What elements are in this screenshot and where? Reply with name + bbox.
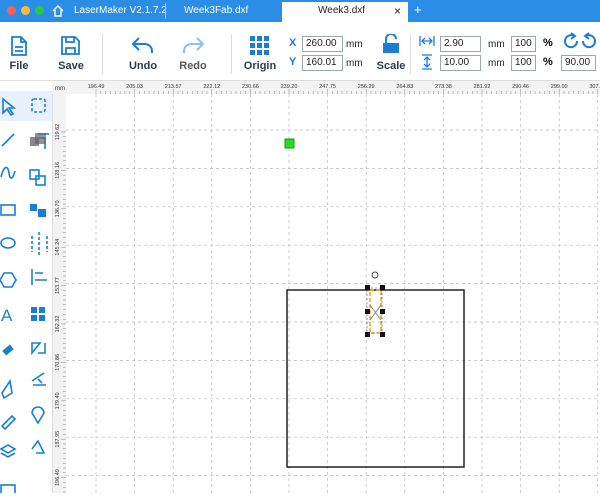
ruler-label: 162.32 — [55, 316, 61, 333]
ruler-label: 145.24 — [55, 239, 61, 256]
height-percent-input[interactable]: 100 — [511, 55, 536, 71]
ruler-label: 205.03 — [126, 84, 143, 90]
tool-panel: A — [0, 81, 53, 498]
title-bar: LaserMaker V2.1.7.2 Week3Fab.dxf Week3.d… — [0, 0, 600, 22]
square-shape[interactable] — [286, 289, 465, 468]
ruler-label: 299.00 — [551, 84, 568, 90]
undo-icon[interactable] — [131, 36, 155, 54]
save-icon[interactable] — [61, 36, 80, 55]
ruler-label: 239.20 — [281, 84, 298, 90]
redo-icon[interactable] — [181, 36, 205, 54]
rotation-input[interactable]: 90.00 — [561, 55, 596, 71]
ruler-label: 179.40 — [55, 392, 61, 409]
ruler-label: 222.12 — [203, 84, 220, 90]
ruler-label: 230.66 — [242, 84, 259, 90]
height-input[interactable]: 10.00 — [440, 55, 481, 71]
new-tab[interactable]: + — [414, 2, 422, 17]
undo-button[interactable]: Undo — [128, 60, 158, 72]
unit: mm — [488, 39, 505, 50]
file-icon[interactable] — [10, 36, 28, 56]
redo-button[interactable]: Redo — [179, 60, 207, 72]
unit: mm — [346, 39, 363, 50]
ruler-label: 187.95 — [55, 431, 61, 448]
tool-icons: A — [0, 91, 52, 498]
ruler-label: 119.62 — [55, 124, 61, 140]
width-input[interactable]: 2.90 — [440, 36, 481, 52]
tab-close[interactable]: × — [394, 4, 402, 18]
width-icon — [419, 36, 435, 46]
ruler-label: 256.29 — [358, 84, 375, 90]
x-input[interactable]: 260.00 — [302, 36, 343, 52]
tab-label: Week3.dxf — [318, 5, 366, 16]
unit: mm — [488, 58, 505, 69]
ruler-label: 136.70 — [55, 200, 61, 217]
origin-button[interactable]: Origin — [243, 60, 277, 72]
unit: mm — [346, 58, 363, 69]
left-ruler: 119.62 128.16 136.70 145.24 153.77 162.32 170.… — [53, 94, 66, 493]
y-input[interactable]: 160.01 — [302, 55, 343, 71]
ruler-label: 153.77 — [55, 277, 61, 294]
ruler-label: 281.92 — [474, 84, 491, 90]
percent: % — [543, 37, 553, 49]
ruler-label: 247.75 — [319, 84, 336, 90]
width-percent-input[interactable]: 100 — [511, 36, 536, 52]
save-button[interactable]: Save — [58, 60, 84, 72]
ruler-label: 264.83 — [396, 84, 413, 90]
ruler-label: 290.46 — [512, 84, 529, 90]
top-ruler: mm 196.49 205.03 213.57 222.12 230.66 239.20 2… — [52, 81, 600, 94]
ruler-label: 307.55 — [589, 84, 600, 90]
tab[interactable]: LaserMaker V2.1.7.2 — [74, 5, 167, 16]
percent: % — [543, 56, 553, 68]
scale-button[interactable]: Scale — [376, 60, 406, 72]
y-label: Y — [289, 56, 297, 68]
ruler-label: 213.57 — [165, 84, 182, 90]
selected-shape[interactable] — [365, 271, 385, 337]
ruler-label: 196.49 — [88, 84, 105, 90]
ruler-label: 196.49 — [55, 469, 61, 486]
ruler-label: 273.38 — [435, 84, 452, 90]
minimize-window[interactable] — [21, 6, 30, 15]
active-tab[interactable]: Week3.dxf × — [282, 2, 408, 22]
height-icon — [422, 54, 432, 70]
file-button[interactable]: File — [9, 60, 29, 72]
ruler-label: 170.86 — [55, 354, 61, 371]
lock-icon[interactable] — [382, 34, 400, 54]
rotate-icons[interactable] — [562, 32, 600, 50]
svg-text:A: A — [1, 306, 13, 325]
x-label: X — [289, 37, 297, 49]
tab[interactable]: Week3Fab.dxf — [184, 5, 249, 16]
ruler-unit: mm — [55, 86, 65, 92]
origin-icon[interactable] — [250, 36, 270, 56]
close-window[interactable] — [7, 6, 16, 15]
maximize-window[interactable] — [35, 6, 44, 15]
home-icon[interactable] — [52, 5, 64, 17]
origin-marker — [284, 138, 295, 149]
toolbar: File Save Undo Redo Origin X 260.00 mm Y… — [0, 22, 600, 81]
canvas — [66, 94, 600, 493]
ruler-label: 128.16 — [55, 162, 61, 179]
